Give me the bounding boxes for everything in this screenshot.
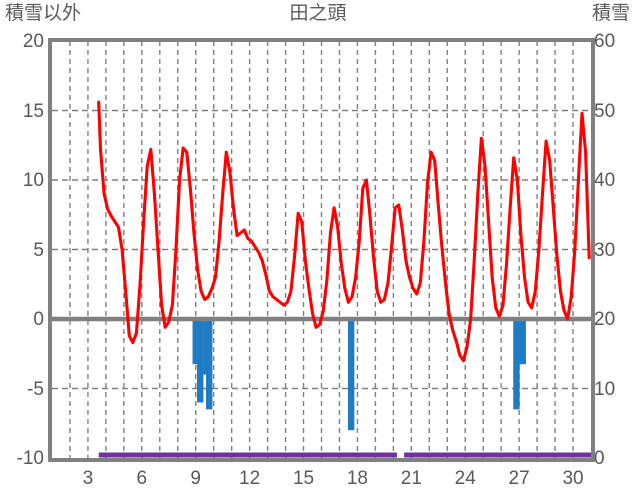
snow-bar-1: [197, 319, 204, 403]
x-tick-9: 30: [562, 468, 584, 489]
y-tick-left-1: 15: [22, 100, 44, 122]
plot-area: [52, 41, 591, 458]
y-tick-right-0: 60: [594, 31, 616, 52]
y-tick-right-4: 20: [594, 309, 616, 330]
plot-svg: [52, 41, 591, 458]
y-tick-right-2: 40: [594, 170, 616, 191]
y-tick-right-1: 50: [594, 100, 616, 122]
y-tick-right-6: 0: [594, 448, 605, 469]
x-tick-4: 15: [292, 468, 315, 489]
y-tick-left-4: 0: [33, 309, 44, 330]
temperature-line: [97, 100, 591, 363]
x-tick-7: 24: [454, 468, 476, 489]
x-tick-6: 21: [400, 468, 422, 489]
y-tick-left-3: 5: [33, 239, 44, 261]
chart-title: 田之頭: [289, 3, 347, 24]
snow-depth-bars: [192, 319, 526, 431]
x-tick-8: 27: [508, 468, 530, 489]
right-axis-title: 積雪: [591, 3, 630, 24]
left-axis-title: 積雪以外: [5, 3, 82, 24]
y-tick-right-5: 10: [594, 378, 616, 400]
x-tick-3: 12: [239, 468, 261, 489]
x-tick-0: 3: [82, 468, 94, 489]
x-tick-1: 6: [136, 468, 148, 489]
snow-bar-3: [206, 319, 213, 410]
snow-bar-4: [347, 319, 355, 431]
y-tick-left-5: -5: [27, 378, 44, 400]
plot-border: [48, 38, 595, 462]
y-tick-left-2: 10: [22, 170, 44, 191]
y-tick-left-0: 20: [22, 31, 44, 52]
snow-bar-7: [519, 319, 526, 365]
snow-bar-6: [515, 319, 523, 365]
y-tick-right-3: 30: [594, 239, 616, 261]
x-tick-2: 9: [190, 468, 201, 489]
x-tick-5: 18: [346, 468, 368, 489]
snow-bar-0: [192, 319, 199, 365]
temperature-polyline: [97, 100, 591, 363]
y-tick-left-6: -10: [16, 448, 44, 469]
